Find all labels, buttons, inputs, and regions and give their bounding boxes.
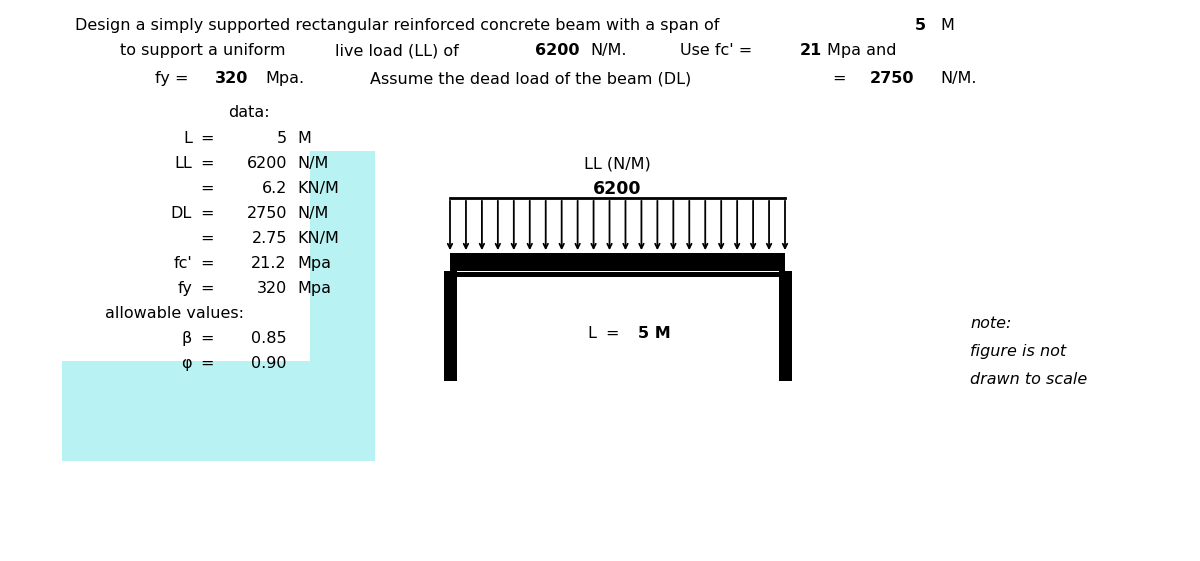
- Text: LL: LL: [174, 156, 192, 171]
- Text: 5: 5: [916, 18, 926, 33]
- Text: 6.2: 6.2: [262, 181, 287, 196]
- Text: fy: fy: [178, 281, 192, 296]
- Text: 6200: 6200: [535, 43, 580, 58]
- Text: KN/M: KN/M: [298, 231, 338, 246]
- Text: =: =: [200, 256, 214, 271]
- Text: 21.2: 21.2: [251, 256, 287, 271]
- Text: data:: data:: [228, 105, 270, 120]
- Bar: [450, 272, 785, 277]
- Text: Mpa.: Mpa.: [265, 71, 304, 86]
- Text: =: =: [832, 71, 846, 86]
- Text: N/M.: N/M.: [940, 71, 977, 86]
- Text: 6200: 6200: [593, 180, 642, 198]
- Text: N/M: N/M: [298, 206, 329, 221]
- Text: 0.85: 0.85: [251, 331, 287, 346]
- Text: =: =: [200, 181, 214, 196]
- Text: 320: 320: [215, 71, 248, 86]
- Text: N/M.: N/M.: [590, 43, 626, 58]
- Text: fy =: fy =: [155, 71, 188, 86]
- Bar: [62, 361, 374, 461]
- Text: drawn to scale: drawn to scale: [970, 372, 1087, 387]
- Text: Use fc' =: Use fc' =: [680, 43, 752, 58]
- Text: Mpa and: Mpa and: [827, 43, 896, 58]
- Bar: [444, 271, 457, 381]
- Text: =: =: [200, 281, 214, 296]
- Text: 6200: 6200: [246, 156, 287, 171]
- Text: DL: DL: [170, 206, 192, 221]
- Text: =: =: [200, 231, 214, 246]
- Text: allowable values:: allowable values:: [106, 306, 244, 321]
- Text: M: M: [298, 131, 311, 146]
- Bar: [450, 253, 785, 271]
- Text: KN/M: KN/M: [298, 181, 338, 196]
- Text: Mpa: Mpa: [298, 281, 331, 296]
- Text: 5: 5: [277, 131, 287, 146]
- Text: to support a uniform: to support a uniform: [120, 43, 286, 58]
- Text: 320: 320: [257, 281, 287, 296]
- Bar: [779, 271, 792, 381]
- Text: =: =: [606, 326, 619, 341]
- Text: φ: φ: [181, 356, 192, 371]
- Text: LL (N/M): LL (N/M): [584, 156, 650, 171]
- Text: 5 M: 5 M: [637, 326, 671, 341]
- Text: 2750: 2750: [870, 71, 914, 86]
- Text: =: =: [200, 156, 214, 171]
- Text: 2750: 2750: [246, 206, 287, 221]
- Text: fc': fc': [173, 256, 192, 271]
- Text: figure is not: figure is not: [970, 344, 1066, 359]
- Text: M: M: [940, 18, 954, 33]
- Text: live load (LL) of: live load (LL) of: [335, 43, 458, 58]
- Text: N/M: N/M: [298, 156, 329, 171]
- Text: note:: note:: [970, 316, 1012, 331]
- Text: 2.75: 2.75: [252, 231, 287, 246]
- Text: Assume the dead load of the beam (DL): Assume the dead load of the beam (DL): [370, 71, 691, 86]
- Text: =: =: [200, 206, 214, 221]
- Text: L: L: [184, 131, 192, 146]
- Text: L: L: [588, 326, 596, 341]
- Text: 0.90: 0.90: [252, 356, 287, 371]
- Text: =: =: [200, 356, 214, 371]
- Bar: [310, 151, 374, 436]
- Text: =: =: [200, 131, 214, 146]
- Text: Design a simply supported rectangular reinforced concrete beam with a span of: Design a simply supported rectangular re…: [74, 18, 719, 33]
- Text: 21: 21: [800, 43, 822, 58]
- Text: Mpa: Mpa: [298, 256, 331, 271]
- Text: =: =: [200, 331, 214, 346]
- Text: β: β: [181, 331, 192, 346]
